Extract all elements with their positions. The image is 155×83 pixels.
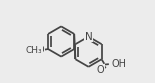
- Text: N: N: [85, 32, 92, 42]
- Text: OH: OH: [111, 59, 126, 69]
- Text: CH₃: CH₃: [25, 46, 42, 55]
- Text: O: O: [96, 65, 104, 75]
- Text: O: O: [36, 45, 44, 55]
